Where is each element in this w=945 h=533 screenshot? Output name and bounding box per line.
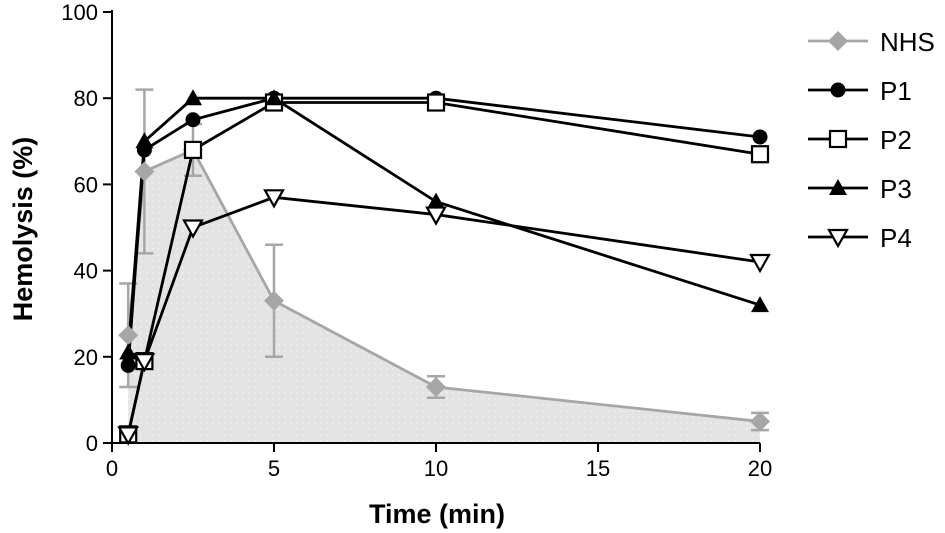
- legend-marker-p3: [829, 179, 847, 195]
- data-point-p1: [752, 129, 768, 145]
- legend-marker-p1: [830, 82, 846, 98]
- data-point-p3: [119, 343, 138, 360]
- x-tick-label: 10: [424, 456, 448, 481]
- y-tick-label: 0: [86, 431, 98, 456]
- data-point-p2: [426, 93, 446, 112]
- y-tick-label: 60: [74, 172, 98, 197]
- data-point-nhs: [750, 411, 770, 432]
- x-tick-label: 20: [748, 456, 772, 481]
- data-point-p4: [117, 426, 140, 446]
- data-point-p4: [182, 219, 204, 239]
- legend-label-p2: P2: [880, 125, 912, 155]
- x-axis-title: Time (min): [369, 499, 505, 529]
- data-point-p4: [263, 189, 285, 209]
- data-point-p3: [135, 132, 154, 149]
- y-tick-label: 20: [74, 345, 98, 370]
- nhs-area: [128, 149, 760, 444]
- data-point-nhs: [426, 376, 446, 397]
- legend-marker-p4: [827, 228, 849, 249]
- data-point-p3: [751, 296, 769, 313]
- data-point-nhs: [264, 290, 284, 311]
- x-tick-label: 15: [586, 456, 610, 481]
- y-axis-title: Hemolysis (%): [8, 137, 38, 322]
- axes: 0 20 40 60 80 100 0 5 10 15 20: [61, 0, 772, 481]
- data-point-p4: [749, 253, 771, 274]
- y-tick-label: 100: [61, 0, 98, 25]
- series-line-p4: [126, 195, 761, 435]
- data-point-p3: [184, 89, 202, 106]
- data-point-p4: [133, 353, 156, 373]
- x-tick-label: 5: [268, 456, 280, 481]
- y-tick-label: 40: [74, 259, 98, 284]
- data-point-p1: [120, 357, 136, 373]
- data-point-p2: [750, 145, 770, 164]
- legend-label-p4: P4: [880, 223, 912, 253]
- y-tick-label: 80: [74, 86, 98, 111]
- legend-marker-p2: [828, 129, 848, 149]
- legend-label-nhs: NHS: [880, 27, 935, 57]
- x-tick-label: 0: [106, 456, 118, 481]
- plot-area: [117, 88, 771, 446]
- data-point-p2: [183, 140, 203, 160]
- data-point-nhs: [134, 161, 155, 182]
- legend: NHS P1 P2 P3 P4: [808, 27, 935, 253]
- data-point-p1: [185, 112, 201, 128]
- data-point-p4: [425, 206, 447, 226]
- data-point-nhs: [118, 325, 139, 346]
- data-point-p3: [427, 192, 445, 209]
- legend-marker-nhs: [828, 31, 848, 51]
- legend-label-p1: P1: [880, 76, 912, 106]
- legend-label-p3: P3: [880, 174, 912, 204]
- data-point-p3: [265, 89, 283, 106]
